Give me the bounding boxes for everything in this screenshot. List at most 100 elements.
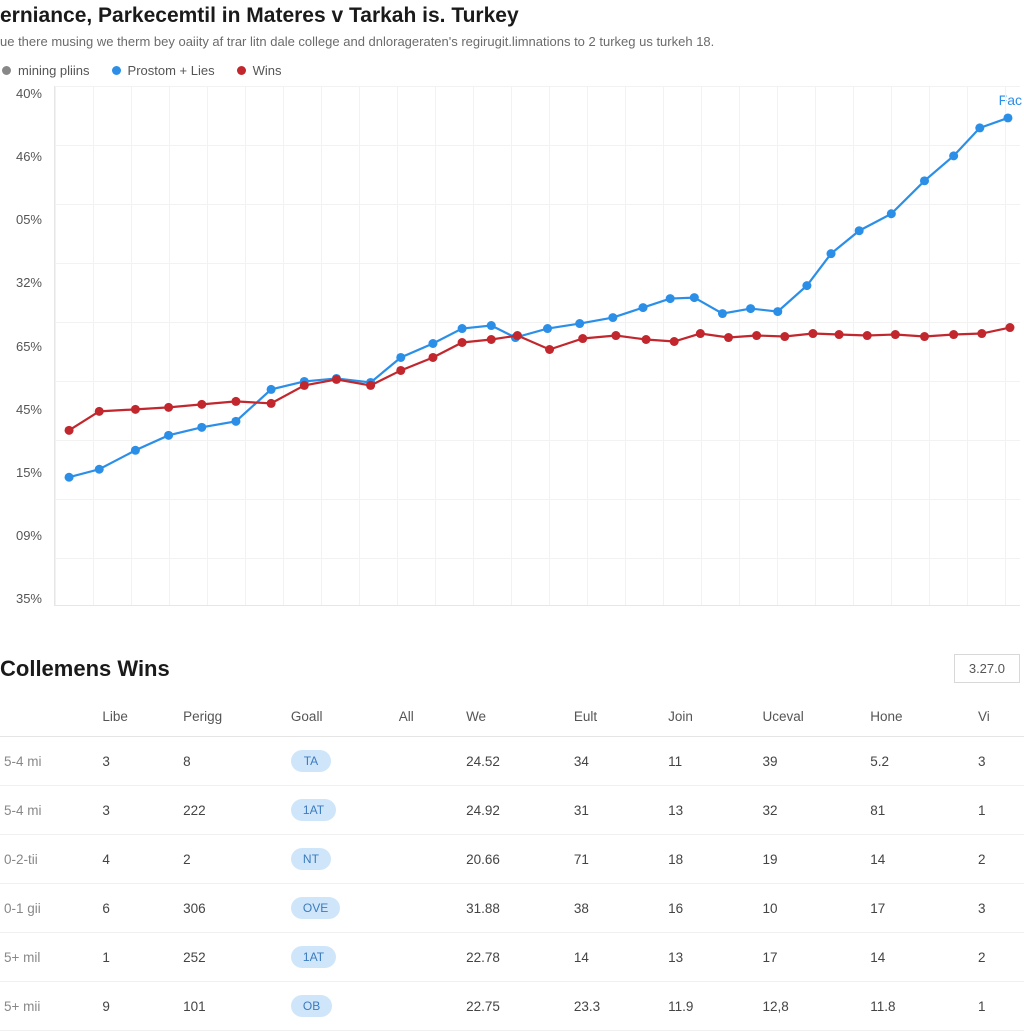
table-col-header[interactable]: Uceval <box>754 697 862 737</box>
table-col-header[interactable] <box>0 697 94 737</box>
goall-pill[interactable]: 1AT <box>291 799 336 821</box>
legend-dot <box>112 66 121 75</box>
chart-marker <box>197 400 206 409</box>
table-cell: 31.88 <box>458 884 566 933</box>
legend-label: mining pliins <box>18 63 90 78</box>
table-cell: 24.52 <box>458 737 566 786</box>
chart-marker <box>458 338 467 347</box>
table-row[interactable]: 5-4 mi38TA24.523411395.23 <box>0 737 1024 786</box>
table-cell: 19 <box>754 835 862 884</box>
table-cell: 32 <box>754 786 862 835</box>
legend-dot <box>2 66 11 75</box>
table-meta-box[interactable]: 3.27.0 <box>954 654 1020 683</box>
table-row[interactable]: 0-1 gii6306OVE31.88381610173 <box>0 884 1024 933</box>
table-col-header[interactable]: We <box>458 697 566 737</box>
chart-marker <box>513 331 522 340</box>
data-table: LibePeriggGoallAllWeEultJoinUcevalHoneVi… <box>0 697 1024 1031</box>
chart-marker <box>1003 113 1012 122</box>
table-cell: 5.2 <box>862 737 970 786</box>
table-col-header[interactable]: Eult <box>566 697 660 737</box>
table-cell: 12,8 <box>754 982 862 1031</box>
table-row[interactable]: 5-4 mi32221AT24.92311332811 <box>0 786 1024 835</box>
table-cell: 39 <box>754 737 862 786</box>
table-cell <box>391 982 458 1031</box>
line-chart: Fac 40%46%05%32%65%45%15%09%35% <box>0 86 1024 626</box>
chart-marker <box>802 281 811 290</box>
table-cell: 24.92 <box>458 786 566 835</box>
chart-marker <box>718 309 727 318</box>
goall-pill[interactable]: OVE <box>291 897 340 919</box>
table-cell: 2 <box>175 835 283 884</box>
y-axis-label: 40% <box>0 86 42 101</box>
chart-marker <box>808 329 817 338</box>
table-cell: 17 <box>862 884 970 933</box>
table-col-header[interactable]: Join <box>660 697 754 737</box>
chart-marker <box>887 209 896 218</box>
table-cell: 11.9 <box>660 982 754 1031</box>
table-cell: NT <box>283 835 391 884</box>
table-cell: 0-2-tii <box>0 835 94 884</box>
table-cell: 14 <box>862 835 970 884</box>
table-cell: 0-1 gii <box>0 884 94 933</box>
table-cell: OB <box>283 982 391 1031</box>
table-cell: 2 <box>970 933 1024 982</box>
goall-pill[interactable]: OB <box>291 995 332 1017</box>
table-cell: 9 <box>94 982 175 1031</box>
table-cell: 101 <box>175 982 283 1031</box>
table-cell: 252 <box>175 933 283 982</box>
goall-pill[interactable]: 1AT <box>291 946 336 968</box>
legend-dot <box>237 66 246 75</box>
chart-marker <box>780 332 789 341</box>
chart-marker <box>920 332 929 341</box>
chart-marker <box>231 397 240 406</box>
table-cell: 1AT <box>283 933 391 982</box>
table-cell: 81 <box>862 786 970 835</box>
table-col-header[interactable]: Goall <box>283 697 391 737</box>
chart-marker <box>608 313 617 322</box>
table-cell: 1 <box>970 982 1024 1031</box>
chart-marker <box>95 465 104 474</box>
chart-marker <box>835 330 844 339</box>
table-cell: 11 <box>660 737 754 786</box>
chart-line <box>69 118 1008 477</box>
chart-marker <box>131 405 140 414</box>
chart-marker <box>332 375 341 384</box>
y-axis-label: 05% <box>0 212 42 227</box>
table-cell: 17 <box>754 933 862 982</box>
table-cell: 2 <box>970 835 1024 884</box>
table-cell: 10 <box>754 884 862 933</box>
table-title: Collemens Wins <box>0 656 170 682</box>
table-cell: 3 <box>970 737 1024 786</box>
chart-marker <box>920 176 929 185</box>
table-col-header[interactable]: All <box>391 697 458 737</box>
table-col-header[interactable]: Perigg <box>175 697 283 737</box>
chart-marker <box>545 345 554 354</box>
chart-marker <box>773 307 782 316</box>
table-cell: 11.8 <box>862 982 970 1031</box>
chart-marker <box>949 151 958 160</box>
table-row[interactable]: 0-2-tii42NT20.66711819142 <box>0 835 1024 884</box>
chart-marker <box>639 303 648 312</box>
chart-marker <box>891 330 900 339</box>
chart-legend: mining pliins Prostom + Lies Wins <box>0 63 1024 78</box>
chart-marker <box>696 329 705 338</box>
table-row[interactable]: 5+ mii9101OB22.7523.311.912,811.81 <box>0 982 1024 1031</box>
goall-pill[interactable]: NT <box>291 848 331 870</box>
table-row[interactable]: 5+ mil12521AT22.78141317142 <box>0 933 1024 982</box>
legend-label: Prostom + Lies <box>128 63 215 78</box>
table-cell: 4 <box>94 835 175 884</box>
chart-marker <box>65 473 74 482</box>
chart-marker <box>366 381 375 390</box>
table-col-header[interactable]: Hone <box>862 697 970 737</box>
chart-marker <box>1005 323 1014 332</box>
y-axis: 40%46%05%32%65%45%15%09%35% <box>0 86 48 606</box>
chart-marker <box>863 331 872 340</box>
goall-pill[interactable]: TA <box>291 750 331 772</box>
chart-marker <box>131 446 140 455</box>
table-col-header[interactable]: Vi <box>970 697 1024 737</box>
table-col-header[interactable]: Libe <box>94 697 175 737</box>
legend-label: Wins <box>253 63 282 78</box>
table-cell: 8 <box>175 737 283 786</box>
table-cell: 3 <box>94 786 175 835</box>
table-body: 5-4 mi38TA24.523411395.235-4 mi32221AT24… <box>0 737 1024 1031</box>
